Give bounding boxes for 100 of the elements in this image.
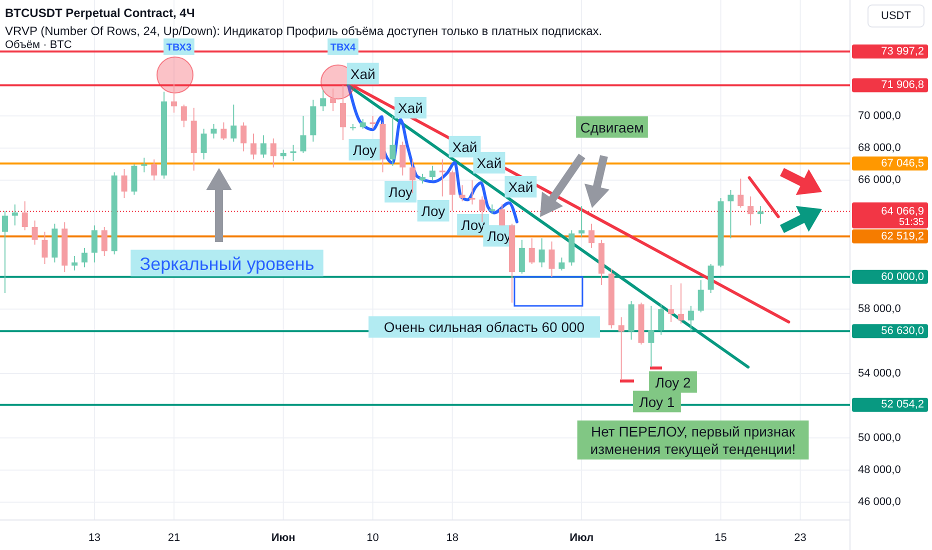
annotation: Хай [476,155,502,172]
candlestick [2,210,8,294]
annotation: Нет ПЕРЕЛОУ, первый признак изменения текущей тенденции! [590,424,796,457]
x-tick-label: 18 [446,532,458,544]
candlestick [12,204,18,226]
candlestick [250,133,257,160]
candlestick [538,238,545,268]
annotation: ТВХ4 [330,42,356,54]
candlestick [648,305,654,368]
candlestick [320,90,326,112]
ref-line-label: 62 519,2 [881,230,924,242]
candlestick [618,316,624,380]
candlestick [330,88,336,112]
candlestick [230,104,237,142]
candlestick [72,255,78,271]
candlestick [180,104,187,128]
candlestick [758,206,764,224]
candlestick [290,144,296,162]
annotation: Сдвигаем [580,119,644,136]
y-tick-label: 48 000,0 [858,464,901,476]
candlestick [668,284,674,322]
text: BTCUSDT Perpetual Contract, 4Ч [5,6,195,20]
annotation: Лоу 1 [639,394,675,410]
candlestick [588,223,595,248]
candlestick [22,200,28,231]
y-tick-label: 70 000,0 [858,110,901,122]
annotation: Зеркальный уровень [140,254,314,274]
annotation: Объём · BTC [5,39,72,51]
ref-line-label: 67 046,5 [881,157,924,170]
candlestick [578,206,585,238]
candlestick [42,231,48,265]
candlestick [528,238,535,265]
candlestick [270,138,276,168]
candlestick [390,115,396,166]
candlestick [420,173,426,184]
candlestick [360,118,366,130]
annotation: Хай [350,66,376,82]
candlestick [141,157,148,173]
candlestick [499,204,506,226]
candlestick [688,305,694,332]
ref-line-label: 56 630,0 [881,325,924,338]
x-tick-label: 21 [168,532,180,544]
x-tick-label: 15 [714,532,727,544]
y-tick-label: 46 000,0 [858,496,901,508]
ref-line-label: 73 997,2 [881,45,924,58]
candlestick [32,220,38,246]
annotation: Лоу [388,184,412,200]
candlestick [459,184,466,202]
text: 51:35 [898,217,924,228]
x-tick-label: 10 [366,532,379,544]
annotation: Лоу 2 [655,374,691,390]
y-tick-label: 50 000,0 [858,432,901,444]
x-tick-label: Июл [570,532,594,544]
candlestick [400,141,406,176]
candlestick [240,122,247,152]
ref-line-label: 64 066,9 [881,205,924,218]
candlestick [260,134,266,158]
candlestick [151,158,158,181]
ref-line-label: 60 000,0 [881,270,924,283]
candlestick [698,280,704,313]
y-tick-label: 66 000,0 [858,174,901,186]
candlestick [210,123,217,139]
text: USDT [881,10,912,22]
candlestick [449,170,456,212]
annotation: Хай [508,179,534,195]
candlestick [548,240,555,278]
candlestick [429,165,436,181]
candlestick [300,115,306,154]
annotation: Лоу [421,202,446,219]
text: VRVP (Number Of Rows, 24, Up/Down): Индикатор Профиль объёма доступен только в платных подписках. [5,24,602,38]
x-tick-label: 13 [88,532,101,544]
candlestick [280,149,286,160]
candlestick [121,168,128,199]
annotation: Хай [452,138,478,155]
annotation: Лоу [352,142,377,158]
annotation: Очень сильная область 60 000 [384,319,585,336]
candlestick [82,247,88,268]
annotation: ТВХ3 [166,42,192,54]
candlestick [91,224,98,263]
candlestick [170,83,177,114]
x-tick-label: 23 [794,532,806,544]
candlestick [678,282,684,324]
x-tick-label: Июн [271,532,296,544]
candlestick [658,304,664,336]
candlestick [558,257,565,271]
candlestick [101,226,108,256]
y-tick-label: 58 000,0 [858,303,901,316]
candlestick [489,204,496,215]
candlestick [200,128,207,160]
candlestick [469,180,476,205]
candlestick [220,122,227,141]
candlestick [370,115,376,130]
candlestick [748,196,754,226]
candlestick [728,189,734,239]
ref-line-label: 71 906,8 [881,79,924,92]
ref-line-label: 52 054,2 [881,398,924,411]
y-tick-label: 54 000,0 [858,367,901,380]
candlestick [439,158,446,197]
candlestick [738,178,744,208]
annotation: Хай [398,100,423,116]
